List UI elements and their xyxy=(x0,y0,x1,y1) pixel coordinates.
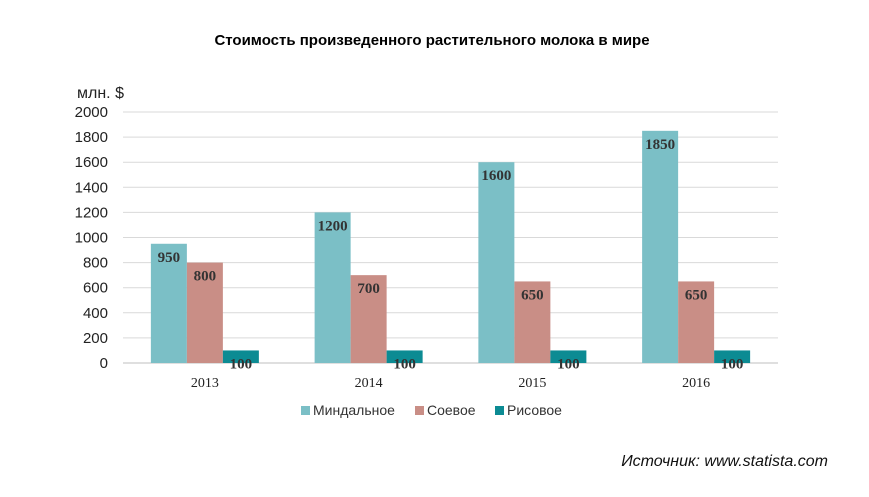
y-tick-label: 600 xyxy=(83,280,108,297)
bar xyxy=(678,281,715,363)
y-tick-label: 400 xyxy=(83,305,108,322)
bar xyxy=(714,350,751,363)
bar xyxy=(478,162,515,363)
bar xyxy=(642,130,679,363)
legend-label: Рисовое xyxy=(507,402,562,418)
source-note: Источник: www.statista.com xyxy=(621,453,828,470)
x-category-label: 2013 xyxy=(191,376,219,391)
data-label: 1850 xyxy=(645,137,675,153)
data-label: 100 xyxy=(393,356,416,372)
y-tick-label: 1400 xyxy=(75,179,108,196)
bar xyxy=(150,243,187,363)
y-tick-label: 1000 xyxy=(75,230,108,247)
data-label: 100 xyxy=(557,356,580,372)
y-axis-ticks: 0 200 400 600 800 1000 1200 1400 1600 1800 2000 xyxy=(75,104,108,372)
x-category-label: 2016 xyxy=(682,376,710,391)
data-label: 100 xyxy=(230,356,253,372)
legend: Миндальное Соевое Рисовое xyxy=(301,402,562,418)
data-label: 950 xyxy=(158,250,181,266)
y-tick-label: 1800 xyxy=(75,129,108,146)
bars: 950 800 100 1200 700 100 1600 650 100 1850 650 100 xyxy=(150,130,751,372)
data-label: 800 xyxy=(194,269,217,285)
bar xyxy=(222,350,259,363)
legend-swatch xyxy=(495,406,504,415)
bar xyxy=(514,281,551,363)
legend-label: Соевое xyxy=(427,402,476,418)
data-label: 700 xyxy=(357,281,380,297)
y-tick-label: 800 xyxy=(83,255,108,272)
data-label: 650 xyxy=(685,287,708,303)
legend-swatch xyxy=(301,406,310,415)
y-tick-label: 0 xyxy=(100,355,108,372)
y-tick-label: 1600 xyxy=(75,154,108,171)
data-label: 650 xyxy=(521,287,544,303)
x-category-label: 2015 xyxy=(518,376,546,391)
bar xyxy=(314,212,351,363)
data-label: 1600 xyxy=(481,168,511,184)
bar xyxy=(350,275,387,363)
legend-label: Миндальное xyxy=(313,402,395,418)
chart-title: Стоимость произведенного растительного м… xyxy=(214,32,649,49)
bar xyxy=(386,350,423,363)
y-tick-label: 1200 xyxy=(75,204,108,221)
data-label: 100 xyxy=(721,356,744,372)
y-axis-unit-label: млн. $ xyxy=(77,85,124,102)
data-label: 1200 xyxy=(318,218,348,234)
y-tick-label: 2000 xyxy=(75,104,108,121)
x-category-label: 2014 xyxy=(355,376,383,391)
legend-swatch xyxy=(415,406,424,415)
bar xyxy=(550,350,587,363)
x-axis-categories: 2013 2014 2015 2016 xyxy=(191,376,710,391)
bar xyxy=(186,262,223,363)
y-tick-label: 200 xyxy=(83,330,108,347)
